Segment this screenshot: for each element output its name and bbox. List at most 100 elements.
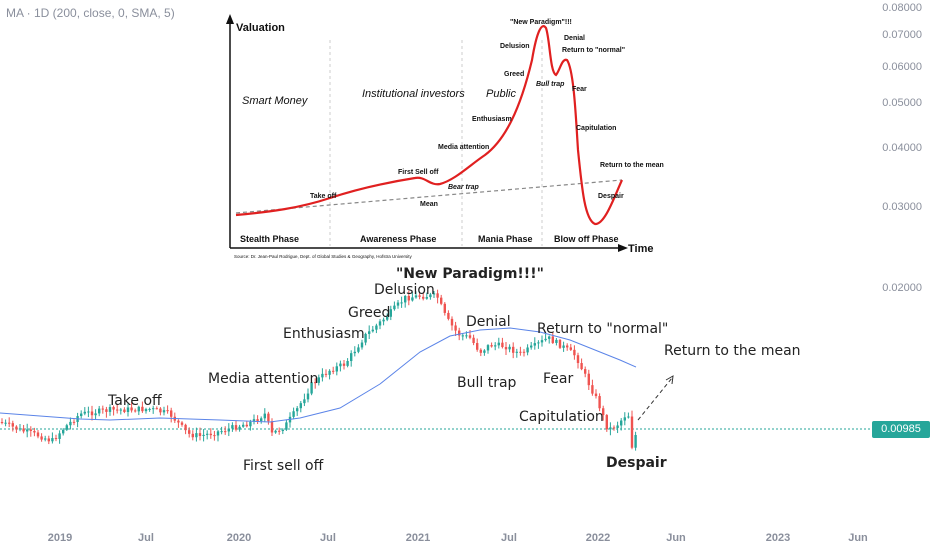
candle-body: [0, 422, 4, 423]
candle-body: [134, 410, 137, 412]
candle-body: [461, 335, 464, 337]
candle-body: [476, 343, 479, 350]
candle-body: [166, 410, 169, 412]
candle-body: [497, 342, 500, 346]
candle-body: [112, 407, 115, 410]
x-tick-label: 2021: [406, 532, 430, 544]
candle-body: [285, 422, 288, 430]
ann-capitulation: Capitulation: [519, 409, 604, 425]
candle-body: [587, 373, 590, 386]
indicator-legend[interactable]: MA · 1D (200, close, 0, SMA, 5): [6, 6, 175, 20]
candle-body: [101, 408, 104, 410]
candle-body: [105, 409, 108, 412]
candle-body: [191, 433, 194, 438]
candle-body: [515, 351, 518, 353]
candle-body: [450, 318, 454, 326]
candle-body: [33, 430, 36, 433]
candle-body: [490, 345, 493, 347]
phase-annotations: "New Paradigm!!!" Delusion Greed Enthusi…: [107, 266, 801, 474]
candle-body: [551, 336, 554, 343]
candle-body: [609, 427, 612, 430]
candle-body: [630, 416, 634, 448]
candle-body: [72, 421, 76, 423]
candle-body: [144, 409, 148, 412]
candle-body: [537, 342, 540, 344]
candle-body: [98, 408, 101, 414]
candle-body: [353, 351, 356, 354]
projection-arrow: [637, 377, 673, 421]
candle-body: [18, 428, 22, 430]
ann-return-normal: Return to "normal": [537, 321, 668, 337]
candle-body: [339, 363, 342, 367]
candle-body: [83, 411, 86, 414]
x-tick-label: Jun: [848, 532, 868, 544]
candle-body: [558, 339, 562, 348]
candle-body: [137, 406, 140, 412]
candle-body: [486, 345, 490, 351]
candle-body: [440, 297, 443, 304]
y-tick-label: 0.02000: [882, 282, 922, 294]
candle-body: [206, 433, 209, 435]
candle-body: [126, 407, 130, 413]
inset-label-return-normal: Return to "normal": [562, 47, 625, 54]
candle-body: [375, 325, 378, 330]
candle-body: [202, 434, 205, 436]
inset-phase-awareness: Awareness Phase: [360, 234, 436, 244]
y-tick-label: 0.07000: [882, 29, 922, 41]
candle-body: [393, 305, 396, 310]
candle-body: [58, 433, 61, 439]
candle-body: [90, 411, 94, 416]
y-axis[interactable]: 0.08000 0.07000 0.06000 0.05000 0.04000 0.030…: [882, 2, 922, 294]
ann-return-mean: Return to the mean: [664, 343, 801, 359]
candle-body: [267, 413, 270, 422]
candle-body: [22, 428, 25, 432]
candle-body: [357, 347, 360, 352]
candle-body: [504, 347, 508, 350]
candle-body: [328, 370, 331, 375]
candle-body: [526, 347, 529, 353]
candle-body: [483, 350, 486, 353]
candle-body: [141, 406, 144, 412]
current-price-badge: 0.00985: [872, 421, 930, 438]
inset-label-denial: Denial: [564, 35, 585, 42]
candle-body: [584, 369, 587, 374]
candle-body: [479, 349, 482, 353]
candle-body: [634, 435, 637, 448]
inset-group-institutional: Institutional investors: [362, 88, 465, 100]
inset-source: Source: Dr. Jean-Paul Rodrigue, Dept. of…: [234, 254, 413, 259]
ann-take-off: Take off: [107, 393, 162, 409]
candle-body: [350, 353, 353, 362]
candle-body: [155, 408, 158, 410]
ann-first-sell-off: First sell off: [243, 458, 324, 474]
candle-body: [227, 428, 230, 432]
x-tick-label: 2020: [227, 532, 251, 544]
inset-mean-line: [235, 179, 623, 214]
candle-body: [573, 349, 576, 356]
candle-body: [4, 422, 7, 424]
candle-body: [123, 409, 126, 413]
x-tick-label: 2023: [766, 532, 790, 544]
candle-body: [303, 399, 306, 404]
candle-body: [195, 433, 198, 438]
candle-body: [270, 421, 274, 433]
ann-denial: Denial: [466, 314, 511, 330]
candle-body: [335, 366, 338, 372]
x-tick-label: Jun: [666, 532, 686, 544]
candle-body: [256, 419, 259, 421]
inset-label-take-off: Take off: [310, 193, 337, 200]
ann-despair: Despair: [606, 455, 667, 471]
inset-phase-stealth: Stealth Phase: [240, 234, 299, 244]
candle-body: [317, 377, 320, 383]
x-tick-label: Jul: [320, 532, 336, 544]
candle-body: [468, 335, 472, 338]
candle-body: [292, 411, 295, 417]
candle-body: [411, 297, 414, 301]
candle-body: [80, 413, 83, 417]
candle-body: [162, 410, 166, 413]
inset-x-label: Time: [628, 243, 653, 255]
candle-body: [69, 421, 72, 426]
candle-body: [8, 422, 11, 424]
x-axis[interactable]: 2019 Jul 2020 Jul 2021 Jul 2022 Jun 2023 Jun: [48, 532, 868, 544]
candle-body: [198, 433, 202, 436]
